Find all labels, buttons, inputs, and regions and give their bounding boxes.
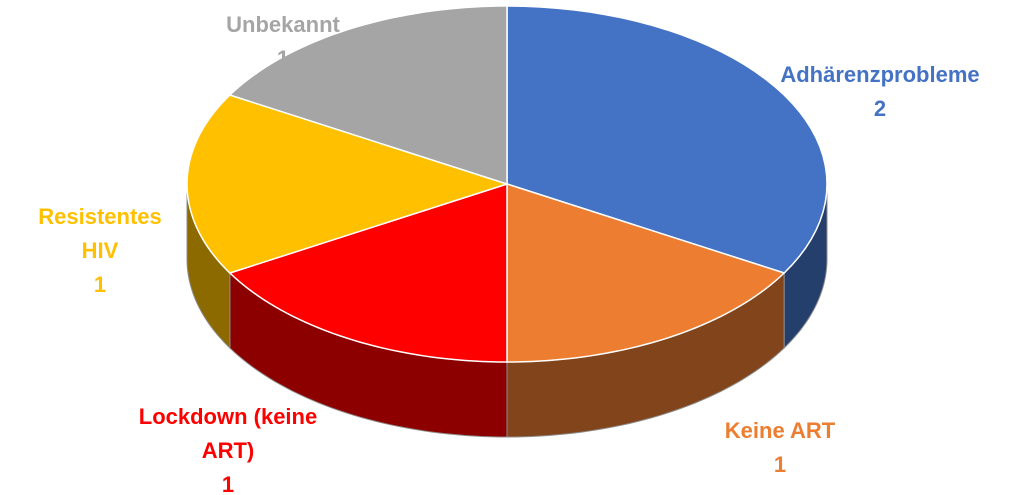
label-value: 2 (873, 96, 887, 121)
label-value: 1 (221, 472, 235, 495)
data-label: Unbekannt 1 (183, 8, 383, 76)
data-label: Adhärenzprobleme 2 (750, 58, 1010, 126)
label-name: Unbekannt (226, 12, 340, 37)
data-label: Lockdown (keine ART) 1 (128, 400, 328, 495)
label-value: 1 (276, 46, 290, 71)
pie-slice (506, 5, 828, 274)
label-name: Keine ART (724, 418, 836, 443)
data-label: Resistentes HIV 1 (35, 200, 165, 302)
pie-slice (506, 182, 786, 363)
label-value: 1 (773, 452, 787, 477)
label-name: Adhärenzprobleme (780, 62, 980, 87)
label-value: 1 (93, 272, 107, 297)
label-name: Lockdown (keine ART) (138, 404, 318, 463)
pie-slice (186, 94, 510, 274)
data-label: Keine ART 1 (680, 414, 880, 482)
pie-slice (228, 5, 508, 186)
label-name: Resistentes HIV (38, 204, 162, 263)
pie-slice (228, 182, 508, 363)
